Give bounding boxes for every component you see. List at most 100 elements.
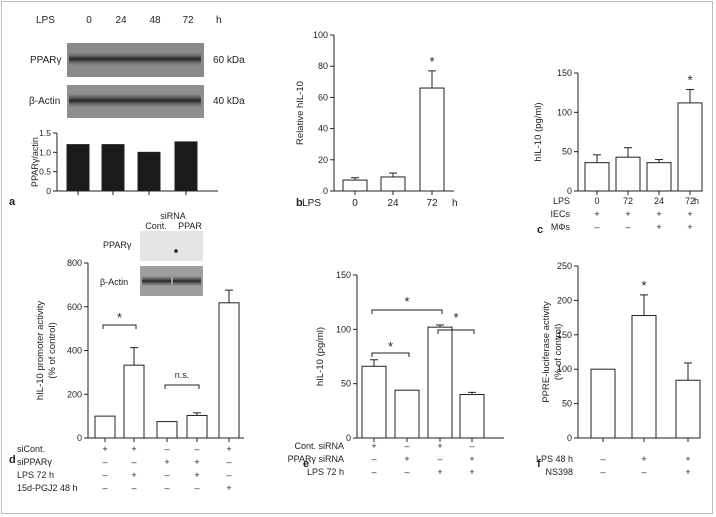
blot-a-band-size-1: 60 kDa [213, 55, 245, 66]
panel-label-a: a [9, 196, 16, 208]
condition-value: + [437, 467, 442, 477]
y-tick-label: 60 [318, 92, 328, 102]
condition-row-label: siCont. [17, 444, 45, 454]
condition-value: – [164, 444, 169, 454]
y-tick-label: 0 [323, 186, 328, 196]
x-row-label: LPS [302, 198, 321, 209]
condition-value: – [102, 483, 107, 493]
condition-value: – [226, 457, 231, 467]
x-tick-label: 72 [426, 198, 438, 209]
blot-a-unit: h [216, 15, 222, 26]
condition-value: + [404, 454, 409, 464]
blot-a-band-label-2: β-Actin [29, 96, 60, 107]
significance-star: * [429, 54, 434, 69]
y-tick-label: 50 [562, 399, 572, 409]
bar [123, 364, 145, 439]
bar [615, 156, 641, 192]
band [173, 276, 201, 286]
condition-value: + [437, 441, 442, 451]
panel-label-c: c [537, 224, 543, 236]
x-tick-label: 24 [387, 198, 399, 209]
condition-row-label: siPPARγ [17, 457, 52, 467]
y-tick-label: 150 [557, 330, 572, 340]
bar [631, 315, 657, 439]
bar [675, 379, 701, 439]
condition-value: + [131, 470, 136, 480]
bar [419, 87, 445, 192]
condition-value: – [404, 467, 409, 477]
x-tick-label: 0 [352, 198, 358, 209]
blot-a-bands [69, 53, 201, 107]
bar [361, 365, 387, 439]
bar [394, 389, 420, 439]
condition-value: – [131, 483, 136, 493]
condition-value: + [102, 444, 107, 454]
condition-value: – [164, 470, 169, 480]
band [142, 276, 171, 286]
condition-value: – [164, 483, 169, 493]
bar [342, 179, 368, 192]
y-tick-label: 80 [318, 61, 328, 71]
blot-a-tp-1: 24 [115, 15, 127, 26]
y-axis-label: PPRE-luciferase activity [541, 301, 552, 403]
y-tick-label: 400 [67, 346, 82, 356]
chart-panel-e: 0 50 100 150 hIL-10 (pg/ml) Cont. siRNA + – + – PP… [288, 270, 504, 477]
bracket-label: * [388, 339, 393, 354]
condition-row-label: IECs [550, 209, 570, 219]
chart-panel-f: 0 50 100 150 200 250 PPRE-luciferase activity(… [536, 261, 701, 477]
condition-value: + [625, 209, 630, 219]
condition-value: + [164, 457, 169, 467]
bar [101, 144, 125, 192]
condition-value: + [687, 209, 692, 219]
condition-value: – [194, 483, 199, 493]
bar [186, 414, 208, 439]
y-tick-label: 100 [336, 324, 351, 334]
y-tick-label: 250 [557, 261, 572, 271]
condition-value: – [625, 222, 630, 232]
condition-value: + [469, 467, 474, 477]
bar [66, 144, 90, 192]
y-tick-label: 100 [313, 30, 328, 40]
band [69, 94, 201, 107]
blot-d-band-label-1: PPARγ [103, 240, 132, 250]
blot-d-header: siRNA [160, 211, 186, 221]
y-tick-label: 200 [67, 389, 82, 399]
significance-star: * [641, 278, 646, 293]
x-unit: h [452, 198, 458, 209]
condition-value: – [194, 444, 199, 454]
y-tick-label: 200 [557, 295, 572, 305]
bar [156, 421, 178, 439]
condition-row-label: 15d-PGJ2 48 h [17, 483, 78, 493]
condition-value: + [656, 209, 661, 219]
band-dot [174, 249, 178, 253]
y-axis-label: hIL-10 (pg/ml) [533, 102, 544, 161]
condition-value: – [469, 441, 474, 451]
y-tick-label: 0 [46, 186, 51, 196]
condition-value: – [600, 467, 605, 477]
condition-value: – [437, 454, 442, 464]
bracket-label: * [453, 310, 458, 325]
y-tick-label: 1.0 [39, 147, 51, 157]
condition-value: + [226, 483, 231, 493]
blot-a-tp-0: 0 [86, 15, 92, 26]
condition-value: 24 [654, 196, 664, 206]
bar [380, 176, 406, 192]
bar [459, 394, 485, 439]
condition-value: + [194, 470, 199, 480]
blot-d-pparg [140, 231, 203, 261]
condition-value: + [226, 444, 231, 454]
y-tick-label: 150 [336, 270, 351, 280]
blot-d-lane-2: PPAR [178, 221, 202, 231]
panel-label-e: e [303, 458, 309, 470]
blot-a-band-label-1: PPARγ [30, 55, 62, 66]
y-axis-label: (% of control) [553, 324, 564, 381]
significance-bracket [164, 384, 200, 389]
bar [677, 102, 703, 192]
bar [174, 141, 198, 192]
significance-bracket [102, 324, 137, 329]
